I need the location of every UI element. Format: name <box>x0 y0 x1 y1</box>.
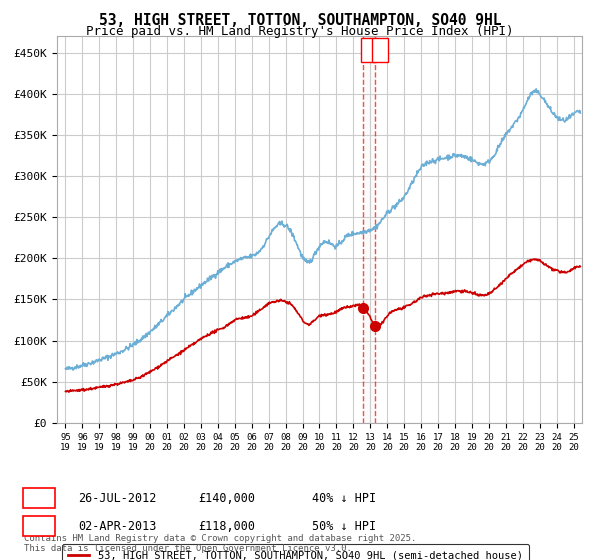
Text: 02-APR-2013: 02-APR-2013 <box>78 520 157 533</box>
Text: 50% ↓ HPI: 50% ↓ HPI <box>312 520 376 533</box>
Text: £140,000: £140,000 <box>198 492 255 505</box>
Text: 1: 1 <box>35 492 43 505</box>
Legend: 53, HIGH STREET, TOTTON, SOUTHAMPTON, SO40 9HL (semi-detached house), HPI: Avera: 53, HIGH STREET, TOTTON, SOUTHAMPTON, SO… <box>62 544 529 560</box>
Text: £118,000: £118,000 <box>198 520 255 533</box>
Bar <box>363 36 374 423</box>
Text: 53, HIGH STREET, TOTTON, SOUTHAMPTON, SO40 9HL: 53, HIGH STREET, TOTTON, SOUTHAMPTON, SO… <box>99 13 501 28</box>
Text: 2: 2 <box>35 520 43 533</box>
Text: 26-JUL-2012: 26-JUL-2012 <box>78 492 157 505</box>
Text: Price paid vs. HM Land Registry's House Price Index (HPI): Price paid vs. HM Land Registry's House … <box>86 25 514 38</box>
Text: 2: 2 <box>376 45 383 55</box>
Text: 1: 1 <box>365 45 371 55</box>
Text: 40% ↓ HPI: 40% ↓ HPI <box>312 492 376 505</box>
Text: Contains HM Land Registry data © Crown copyright and database right 2025.
This d: Contains HM Land Registry data © Crown c… <box>24 534 416 553</box>
